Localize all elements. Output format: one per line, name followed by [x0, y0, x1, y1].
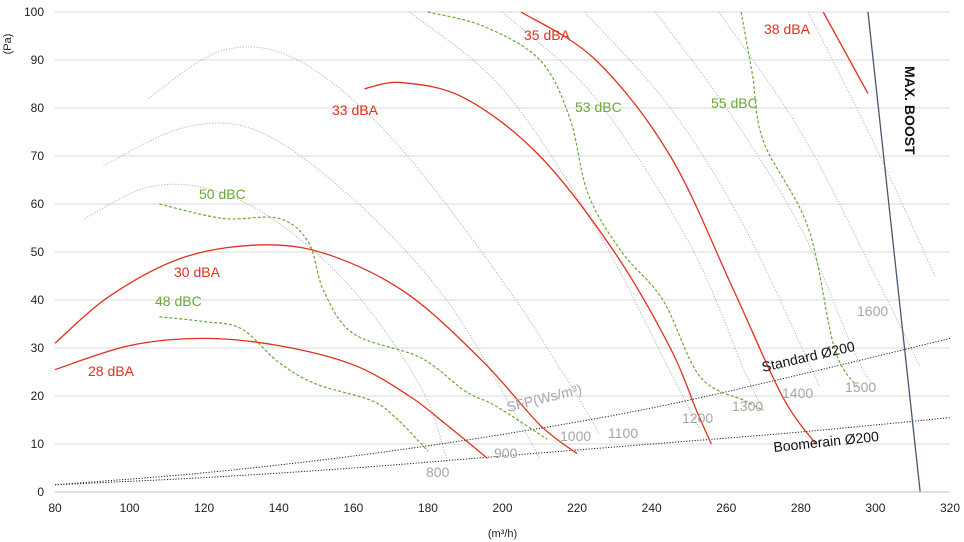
dbc-label-53: 53 dBC: [575, 99, 622, 115]
x-tick-label-120: 120: [194, 501, 214, 515]
sfp-label-1200: 1200: [682, 410, 713, 426]
duct-label-standard: Standard Ø200: [760, 338, 856, 375]
sfp-label-1500: 1500: [845, 379, 876, 395]
x-tick-label-160: 160: [343, 501, 363, 515]
max-boost-line: [867, 11, 921, 493]
x-axis-title: (m³/h): [488, 528, 517, 540]
sfp-curve-1100: [408, 11, 701, 430]
duct-curve-boomerain: [54, 417, 951, 486]
sfp-label-1100: 1100: [608, 425, 638, 441]
dba-curve-33: [364, 81, 712, 445]
sfp-label-900: 900: [494, 445, 518, 461]
sfp-curve-800: [84, 183, 448, 459]
dba-curve-35: [520, 11, 817, 445]
y-tick-label-10: 10: [31, 437, 45, 451]
dbc-curve-55: [740, 11, 858, 387]
x-tick-label-200: 200: [492, 501, 512, 515]
y-axis-title: (Pa): [2, 34, 14, 55]
y-tick-label-0: 0: [37, 485, 44, 499]
sfp-curve-1000: [147, 46, 600, 435]
x-tick-label-260: 260: [716, 501, 736, 515]
y-tick-label-30: 30: [31, 341, 45, 355]
sfp-axis-label: SFP(Ws/m³): [505, 381, 584, 415]
dbc-label-50: 50 dBC: [199, 186, 246, 202]
dba-label-33: 33 dBA: [332, 102, 379, 118]
y-tick-label-20: 20: [31, 389, 45, 403]
x-tick-label-140: 140: [269, 501, 289, 515]
y-tick-label-40: 40: [31, 293, 45, 307]
dbc-label-55: 55 dBC: [711, 95, 758, 111]
x-tick-label-100: 100: [120, 501, 140, 515]
sfp-curve-900: [103, 122, 541, 459]
sfp-label-1400: 1400: [782, 385, 813, 401]
x-tick-label-240: 240: [642, 501, 662, 515]
dba-curves: [54, 11, 869, 459]
x-tick-label-180: 180: [418, 501, 438, 515]
x-tick-label-300: 300: [865, 501, 885, 515]
dba-label-35: 35 dBA: [524, 27, 571, 43]
curve-labels: 28 dBA 30 dBA 33 dBA 35 dBA 38 dBA 48 dBC 50 d…: [88, 21, 918, 480]
x-tick-label-320: 320: [940, 501, 960, 515]
sfp-label-1000: 1000: [560, 428, 591, 444]
dba-label-28: 28 dBA: [88, 363, 135, 379]
sfp-curve-1300: [584, 11, 820, 387]
y-tick-label-70: 70: [31, 149, 45, 163]
axes: 80 100 120 140 160 180 200 220 240 260 280 300 320 0 1…: [2, 5, 960, 540]
sfp-curve-1200: [502, 11, 764, 411]
duct-curves: [54, 337, 951, 486]
gridlines: [55, 11, 950, 493]
sfp-label-800: 800: [426, 464, 450, 480]
dba-label-30: 30 dBA: [174, 264, 221, 280]
x-tick-label-280: 280: [791, 501, 811, 515]
dba-curve-28: [54, 337, 488, 459]
sfp-curve-1400: [654, 11, 876, 387]
sfp-label-1600: 1600: [857, 303, 888, 319]
sfp-label-1300: 1300: [732, 398, 763, 414]
dba-curve-38: [822, 11, 869, 94]
dbc-curve-50: [159, 203, 548, 440]
y-tick-label-60: 60: [31, 197, 45, 211]
x-tick-label-220: 220: [567, 501, 587, 515]
dba-curve-30: [54, 244, 578, 455]
dbc-curve-53: [427, 11, 764, 411]
y-tick-label-50: 50: [31, 245, 45, 259]
max-boost-label: MAX. BOOST: [902, 66, 918, 155]
y-tick-label-80: 80: [31, 101, 45, 115]
sfp-curves: [84, 11, 936, 459]
sfp-curve-1500: [718, 11, 921, 368]
duct-label-boomerain: Boomerain Ø200: [773, 428, 880, 455]
max-boost-line: [867, 11, 921, 493]
y-tick-label-90: 90: [31, 53, 45, 67]
sfp-curve-1600: [807, 11, 936, 277]
dba-label-38: 38 dBA: [764, 21, 811, 37]
y-tick-label-100: 100: [24, 5, 44, 19]
dbc-curve-48: [159, 316, 429, 452]
dbc-curves: [159, 11, 858, 452]
x-tick-label-80: 80: [48, 501, 62, 515]
dbc-label-48: 48 dBC: [155, 293, 202, 309]
